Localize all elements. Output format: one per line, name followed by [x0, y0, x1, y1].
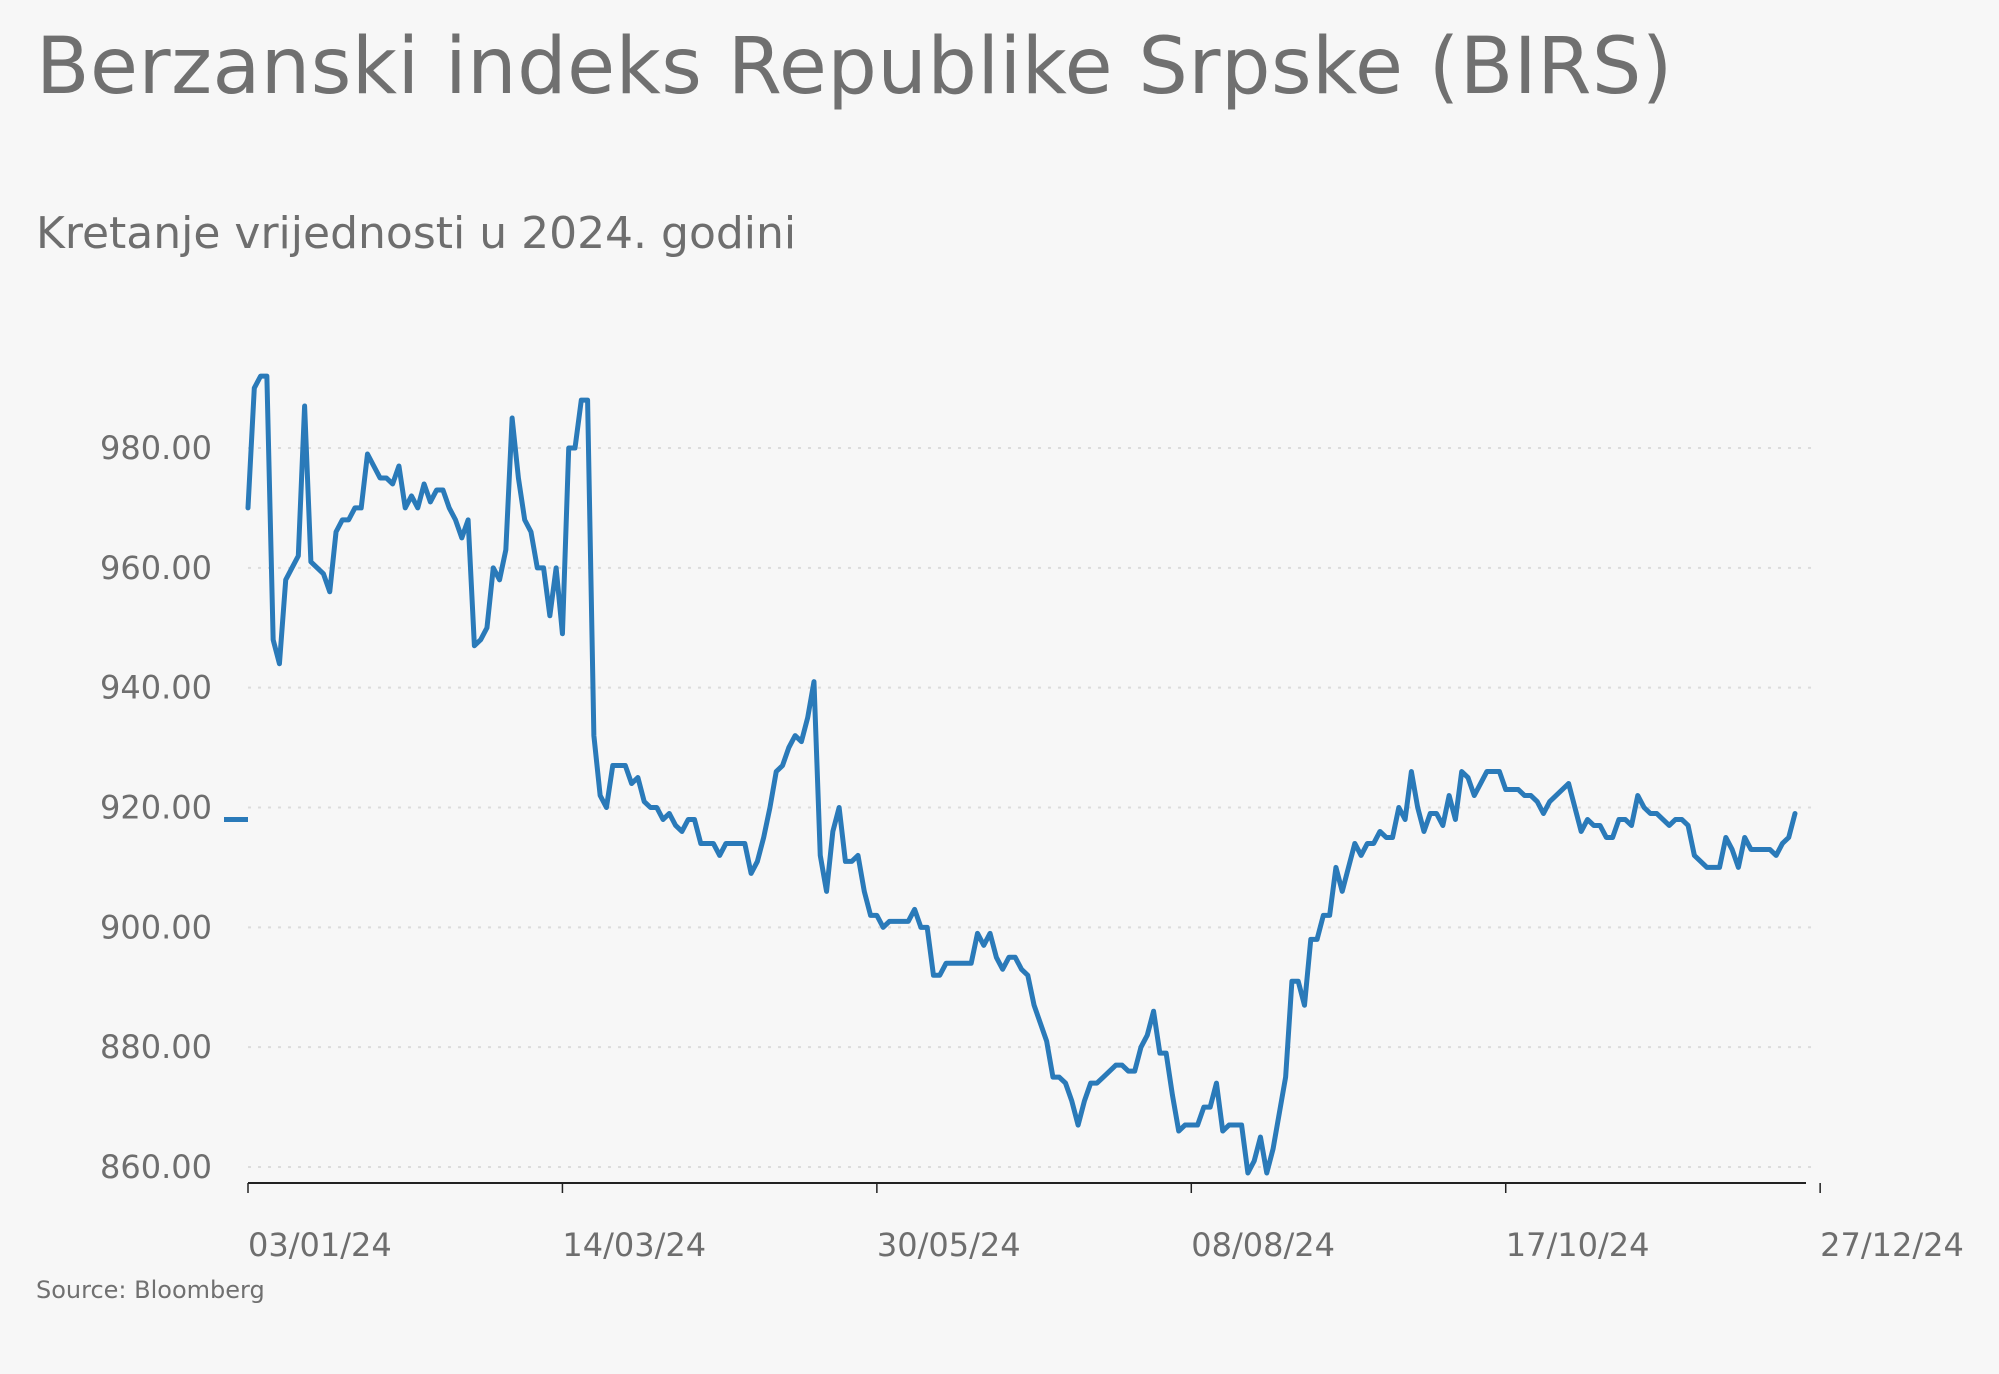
x-tick-label: 27/12/24: [1820, 1226, 1964, 1264]
x-tick-label: 08/08/24: [1191, 1226, 1335, 1264]
y-tick-label: 920.00: [100, 789, 212, 827]
y-tick-label: 900.00: [100, 908, 212, 946]
x-axis-tick-labels: 03/01/24 14/03/24 30/05/24 08/08/24 17/10/24…: [248, 1226, 1964, 1264]
y-tick-label: 940.00: [100, 669, 212, 707]
y-tick-label: 880.00: [100, 1028, 212, 1066]
x-axis: [247, 1182, 1821, 1193]
series-line: [245, 373, 1798, 1176]
x-tick-label: 03/01/24: [248, 1226, 392, 1264]
x-tick-label: 30/05/24: [877, 1226, 1021, 1264]
chart-subtitle: Kretanje vrijednosti u 2024. godini: [36, 208, 797, 259]
y-tick-label: 960.00: [100, 549, 212, 587]
x-tick-label: 17/10/24: [1506, 1226, 1650, 1264]
y-axis-tick-labels: 860.00 880.00 900.00 920.00 940.00 960.00 980.…: [100, 429, 212, 1186]
x-tick-label: 14/03/24: [562, 1226, 706, 1264]
source-note: Source: Bloomberg: [36, 1276, 265, 1304]
y-tick-label: 980.00: [100, 429, 212, 467]
y-tick-label: 860.00: [100, 1148, 212, 1186]
chart-title: Berzanski indeks Republike Srpske (BIRS): [36, 22, 1673, 112]
